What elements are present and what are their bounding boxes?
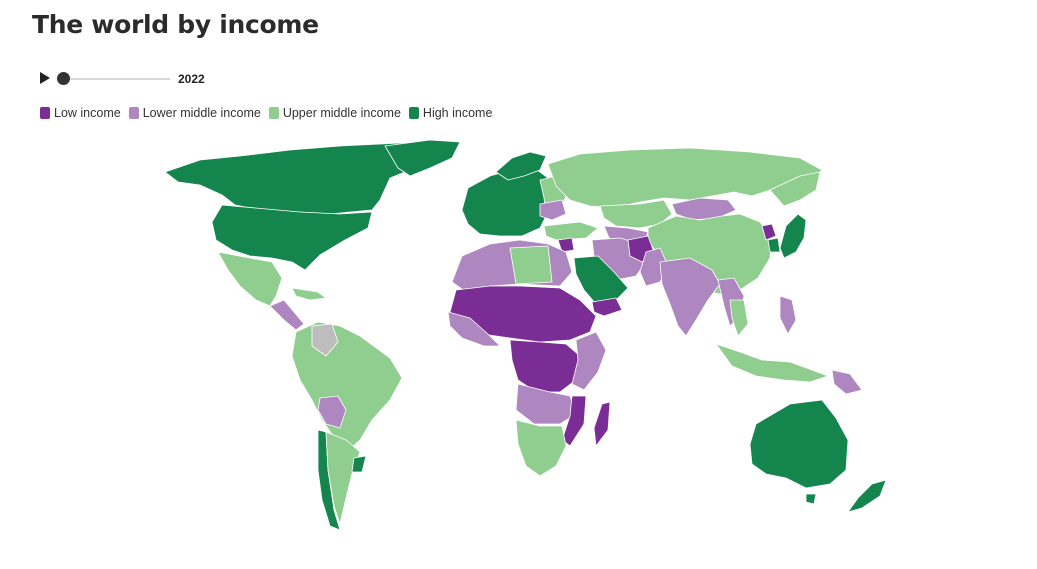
legend-label: Low income xyxy=(54,106,121,120)
region-papua-new-guinea[interactable] xyxy=(831,369,863,395)
year-label: 2022 xyxy=(178,72,205,86)
region-canada[interactable] xyxy=(164,141,456,215)
region-guyana-region[interactable] xyxy=(311,323,339,357)
region-mexico[interactable] xyxy=(217,251,283,307)
region-ukraine[interactable] xyxy=(539,199,567,221)
region-south-america-north[interactable] xyxy=(291,321,403,453)
legend-label: High income xyxy=(422,106,493,120)
region-new-zealand[interactable] xyxy=(847,479,887,513)
region-angola-zambia[interactable] xyxy=(515,383,577,425)
region-japan[interactable] xyxy=(779,213,807,259)
region-argentina[interactable] xyxy=(325,431,361,525)
region-scandinavia[interactable] xyxy=(495,151,547,181)
legend-label: Upper middle income xyxy=(282,106,401,120)
region-uruguay[interactable] xyxy=(351,455,367,473)
region-yemen[interactable] xyxy=(591,297,623,317)
region-west-africa-coast[interactable] xyxy=(447,311,501,347)
legend-item-upper-middle-income[interactable]: Upper middle income xyxy=(268,106,401,120)
region-syria[interactable] xyxy=(557,237,575,253)
year-slider-track[interactable] xyxy=(58,78,170,80)
region-central-america[interactable] xyxy=(269,299,305,331)
year-slider-knob[interactable] xyxy=(57,72,70,85)
region-mongolia[interactable] xyxy=(671,197,737,221)
region-greenland[interactable] xyxy=(384,140,461,177)
legend-item-low-income[interactable]: Low income xyxy=(40,106,121,120)
region-madagascar[interactable] xyxy=(593,401,611,447)
legend-swatch xyxy=(408,107,419,119)
world-income-map xyxy=(164,140,887,531)
region-turkey[interactable] xyxy=(543,221,599,241)
region-indonesia[interactable] xyxy=(715,343,829,383)
region-libya[interactable] xyxy=(509,245,553,285)
region-philippines[interactable] xyxy=(779,295,797,335)
region-usa[interactable] xyxy=(211,204,373,271)
region-far-east-russia[interactable] xyxy=(769,171,821,207)
legend-swatch xyxy=(40,107,50,119)
region-australia[interactable] xyxy=(749,399,849,489)
legend-swatch xyxy=(268,107,279,119)
region-thailand[interactable] xyxy=(729,299,749,337)
legend-label: Lower middle income xyxy=(142,106,261,120)
legend-swatch xyxy=(128,107,139,119)
region-southern-africa[interactable] xyxy=(515,419,567,477)
year-player: 2022 xyxy=(40,70,240,88)
region-mozambique[interactable] xyxy=(561,395,587,447)
region-north-korea[interactable] xyxy=(761,223,777,241)
legend: Low income Lower middle income Upper mid… xyxy=(40,106,492,120)
legend-item-lower-middle-income[interactable]: Lower middle income xyxy=(128,106,261,120)
region-russia[interactable] xyxy=(547,147,823,209)
region-caribbean[interactable] xyxy=(291,287,327,301)
play-icon[interactable] xyxy=(40,72,50,84)
region-tasmania[interactable] xyxy=(805,493,817,505)
region-south-korea[interactable] xyxy=(767,237,781,253)
region-india[interactable] xyxy=(659,257,721,337)
page-title: The world by income xyxy=(32,10,319,39)
legend-item-high-income[interactable]: High income xyxy=(408,106,493,120)
region-central-africa[interactable] xyxy=(509,339,581,393)
region-east-africa[interactable] xyxy=(571,331,607,391)
region-bolivia[interactable] xyxy=(317,395,347,429)
